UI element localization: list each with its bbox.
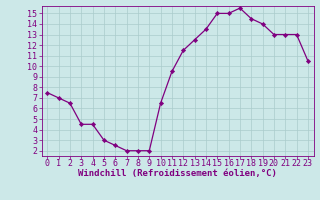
- X-axis label: Windchill (Refroidissement éolien,°C): Windchill (Refroidissement éolien,°C): [78, 169, 277, 178]
